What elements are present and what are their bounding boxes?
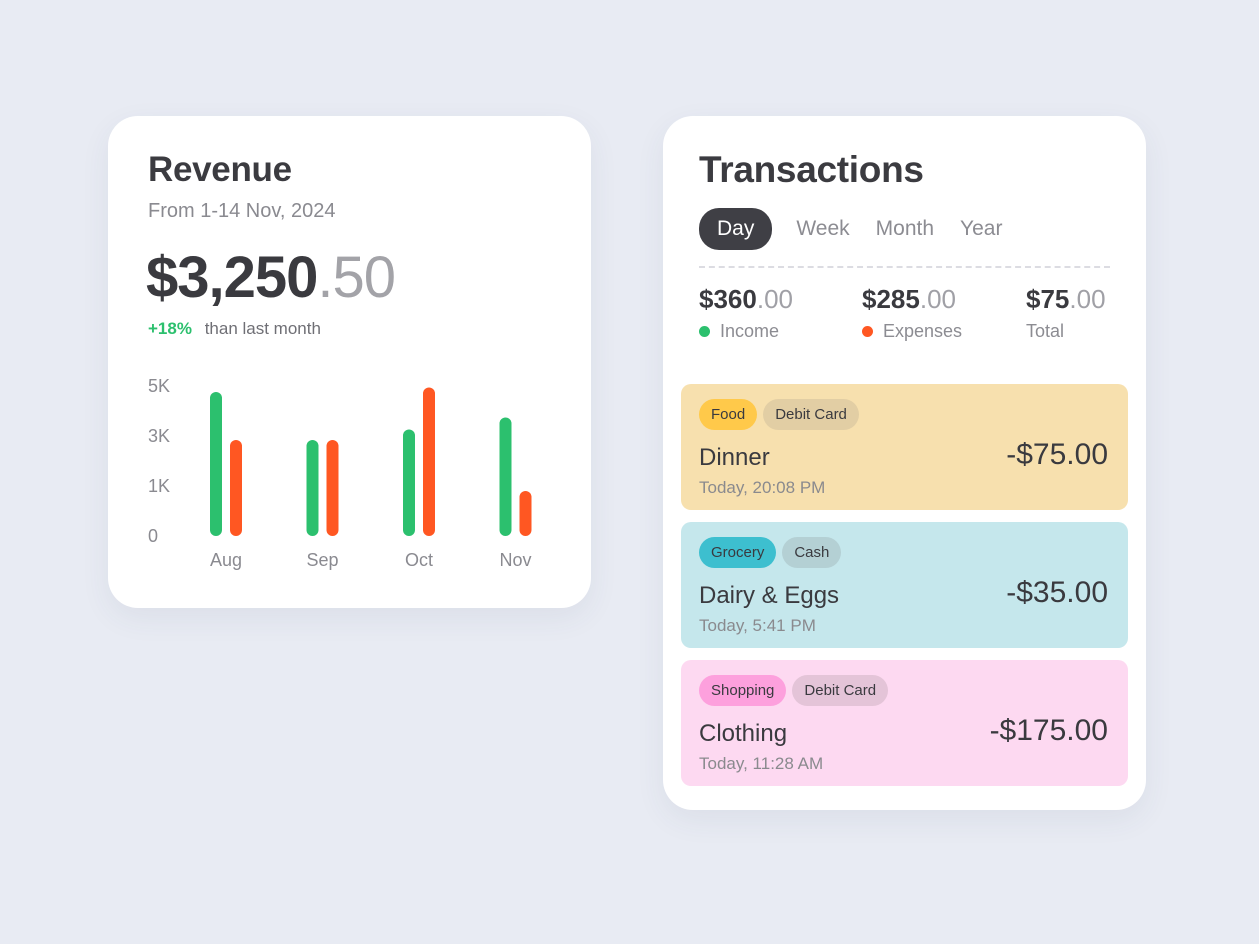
y-tick-label: 3K: [148, 426, 170, 446]
x-tick-label: Oct: [405, 550, 433, 570]
expenses-label: Expenses: [883, 321, 963, 341]
bar-sep-1: [326, 440, 339, 536]
tab-week[interactable]: Week: [796, 217, 850, 240]
transaction-name: Clothing: [699, 720, 788, 747]
category-tag: Grocery: [699, 537, 777, 568]
total-label: Total: [1026, 321, 1065, 341]
transaction-amount: -$175.00: [989, 714, 1108, 747]
revenue-amount: $3,250.50: [146, 244, 396, 311]
transaction-tags: Shopping Debit Card: [699, 675, 894, 706]
transaction-time: Today, 20:08 PM: [699, 478, 826, 497]
bar-oct-1: [423, 387, 435, 536]
transaction-time: Today, 5:41 PM: [699, 616, 816, 635]
expenses-label-row: Expenses: [862, 321, 962, 342]
revenue-bar-chart: 5K 3K 1K 0 Aug Sep Oct Nov: [148, 376, 532, 570]
income-whole: $360: [699, 284, 757, 314]
transaction-row-dinner[interactable]: Food Debit Card Dinner Today, 20:08 PM -…: [681, 384, 1128, 510]
income-dot-icon: [699, 326, 710, 337]
dashed-divider: [699, 266, 1110, 268]
revenue-change: +18% than last month: [148, 319, 321, 339]
summary-total: $75.00 Total: [1026, 284, 1106, 342]
expenses-whole: $285: [862, 284, 920, 314]
tab-month[interactable]: Month: [875, 217, 935, 240]
bar-nov-0: [499, 417, 512, 536]
tab-day[interactable]: Day: [699, 208, 773, 250]
y-tick-label: 5K: [148, 376, 170, 396]
total-whole: $75: [1026, 284, 1070, 314]
income-value: $360.00: [699, 284, 793, 315]
transaction-tags: Food Debit Card: [699, 399, 865, 430]
revenue-amount-cents: .50: [317, 245, 396, 310]
transaction-time: Today, 11:28 AM: [699, 754, 824, 773]
x-tick-label: Aug: [210, 550, 242, 570]
y-tick-label: 1K: [148, 476, 170, 496]
transaction-name: Dairy & Eggs: [699, 582, 840, 609]
payment-tag: Debit Card: [763, 399, 859, 430]
revenue-amount-main: $3,250: [146, 245, 318, 310]
summary-income: $360.00 Income: [699, 284, 793, 342]
transaction-amount: -$75.00: [1006, 438, 1108, 471]
transaction-name: Dinner: [699, 444, 770, 471]
payment-tag: Cash: [782, 537, 842, 568]
transaction-tags: Grocery Cash: [699, 537, 847, 568]
bar-aug-0: [210, 392, 222, 536]
expenses-value: $285.00: [862, 284, 962, 315]
total-decimal: .00: [1069, 284, 1106, 314]
transaction-row-clothing[interactable]: Shopping Debit Card Clothing Today, 11:2…: [681, 660, 1128, 786]
x-tick-label: Sep: [306, 550, 338, 570]
transaction-row-dairy-eggs[interactable]: Grocery Cash Dairy & Eggs Today, 5:41 PM…: [681, 522, 1128, 648]
expenses-decimal: .00: [919, 284, 956, 314]
bar-aug-1: [230, 440, 242, 536]
income-label-row: Income: [699, 321, 793, 342]
expenses-dot-icon: [862, 326, 873, 337]
x-tick-label: Nov: [499, 550, 531, 570]
revenue-date-range: From 1-14 Nov, 2024: [148, 200, 336, 222]
income-decimal: .00: [756, 284, 793, 314]
revenue-change-percent: +18%: [148, 319, 192, 338]
bar-nov-1: [519, 491, 532, 536]
revenue-change-note: than last month: [204, 319, 321, 338]
transaction-amount: -$35.00: [1006, 576, 1108, 609]
y-tick-label: 0: [148, 526, 158, 546]
revenue-title: Revenue: [148, 150, 292, 189]
category-tag: Shopping: [699, 675, 787, 706]
revenue-card: Revenue From 1-14 Nov, 2024 $3,250.50 +1…: [108, 116, 591, 608]
total-label-row: Total: [1026, 321, 1106, 342]
bar-oct-0: [403, 429, 415, 536]
category-tag: Food: [699, 399, 758, 430]
period-tabs: Day Week Month Year: [699, 208, 1016, 250]
payment-tag: Debit Card: [792, 675, 889, 706]
transactions-title: Transactions: [699, 149, 924, 190]
summary-expenses: $285.00 Expenses: [862, 284, 962, 342]
tab-year[interactable]: Year: [960, 217, 1003, 240]
total-value: $75.00: [1026, 284, 1106, 315]
transactions-card: Transactions Day Week Month Year $360.00…: [663, 116, 1146, 810]
bar-sep-0: [306, 440, 319, 536]
income-label: Income: [720, 321, 780, 341]
